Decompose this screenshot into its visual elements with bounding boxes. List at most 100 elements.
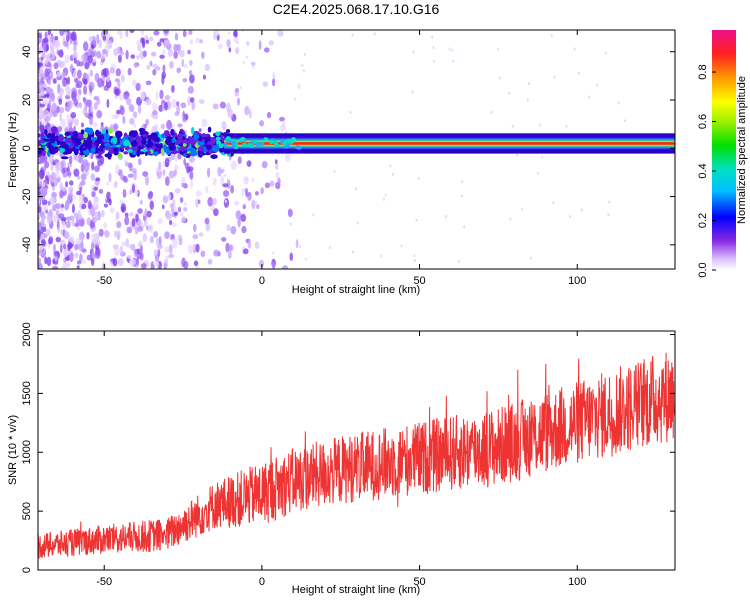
spectrogram-cell bbox=[124, 212, 129, 217]
spectrogram-cell bbox=[46, 256, 52, 267]
spectrogram-cell bbox=[217, 166, 222, 177]
spectrogram-cell bbox=[100, 209, 105, 218]
spectrogram-cell bbox=[50, 162, 54, 172]
spectrogram-cell bbox=[160, 123, 165, 130]
spectrogram-cell bbox=[52, 78, 57, 84]
spectrogram-cell bbox=[180, 211, 184, 217]
spectrogram-cell bbox=[115, 164, 120, 175]
spectrogram-cell bbox=[118, 94, 124, 101]
spectrogram-cell bbox=[278, 116, 285, 122]
spectrogram-cell bbox=[197, 199, 201, 204]
spectrogram-cell bbox=[228, 244, 234, 252]
spectrogram-cell bbox=[530, 256, 533, 260]
spectrogram-cell bbox=[271, 78, 276, 87]
spectrogram-cell bbox=[274, 143, 280, 148]
spectrogram-cell bbox=[157, 249, 161, 257]
spectrogram-cell bbox=[60, 141, 67, 149]
spectrogram-cell bbox=[131, 79, 137, 87]
spectrogram-cell bbox=[211, 144, 220, 153]
spectrogram-cell bbox=[152, 110, 158, 116]
spectrogram-cell bbox=[95, 139, 100, 146]
spectrogram-cell bbox=[60, 87, 65, 95]
spectrogram-cell bbox=[215, 131, 221, 137]
spectrogram-cell bbox=[102, 48, 107, 55]
spectrogram-cell bbox=[176, 67, 182, 74]
spectrogram-cell bbox=[40, 233, 45, 240]
spectrogram-cell bbox=[44, 93, 50, 98]
spectrogram-cell bbox=[177, 123, 183, 128]
spectrogram-cell bbox=[538, 123, 541, 127]
spectrogram-cell bbox=[291, 137, 297, 142]
spectrogram-cell bbox=[156, 261, 160, 268]
spectrogram-cell bbox=[74, 118, 79, 127]
snr-y-tick-label: 1000 bbox=[21, 440, 33, 464]
spectrogram-cell bbox=[197, 150, 204, 155]
spectrogram-cell bbox=[49, 196, 55, 205]
spectrogram-cell bbox=[577, 71, 580, 75]
spectrogram-cell bbox=[128, 130, 137, 138]
spectrogram-cell bbox=[207, 258, 213, 265]
spectrogram-cell bbox=[145, 118, 149, 126]
spectrogram-cell bbox=[80, 163, 85, 173]
spectrogram-cell bbox=[142, 50, 147, 58]
spectrogram-x-tick-label: -50 bbox=[96, 275, 112, 287]
colorbar: 0.0 0.2 0.4 0.6 0.8 Normalized spectral ampl… bbox=[697, 30, 748, 278]
spectrogram-cell bbox=[43, 37, 49, 44]
spectrogram-cell bbox=[607, 213, 610, 217]
spectrogram-cell bbox=[169, 61, 174, 69]
spectrogram-cell bbox=[159, 38, 166, 43]
spectrogram-cell bbox=[49, 153, 54, 163]
spectrogram-cell bbox=[91, 191, 96, 198]
spectrogram-cell bbox=[77, 175, 81, 180]
spectrogram-cell bbox=[80, 129, 85, 135]
snr-y-axis: 0 500 1000 1500 2000 bbox=[21, 322, 675, 573]
spectrogram-cell bbox=[73, 140, 82, 146]
spectrogram-cell bbox=[226, 178, 229, 182]
spectrogram-cell bbox=[108, 172, 112, 183]
spectrogram-cell bbox=[298, 245, 301, 249]
spectrogram-cell bbox=[150, 136, 159, 140]
spectrogram-cell bbox=[96, 155, 103, 159]
spectrogram-cell bbox=[90, 137, 98, 141]
spectrogram-cell bbox=[234, 47, 240, 55]
spectrogram-cell bbox=[56, 105, 60, 114]
spectrogram-cell bbox=[57, 49, 64, 57]
spectrogram-cell bbox=[156, 41, 162, 47]
spectrogram-cell bbox=[451, 48, 454, 52]
spectrogram-cell bbox=[413, 254, 416, 258]
spectrogram-cell bbox=[147, 192, 153, 200]
spectrogram-cell bbox=[509, 217, 512, 221]
spectrogram-cell bbox=[218, 144, 224, 149]
spectrogram-cell bbox=[144, 151, 148, 156]
spectrogram-cell bbox=[122, 188, 127, 198]
spectrogram-cell bbox=[138, 240, 144, 245]
spectrogram-cell bbox=[147, 224, 154, 233]
spectrogram-cell bbox=[173, 169, 178, 176]
spectrogram-cell bbox=[53, 196, 57, 204]
spectrogram-cell bbox=[117, 78, 121, 89]
spectrogram-cell bbox=[177, 133, 184, 141]
spectrogram-cell bbox=[328, 246, 331, 250]
spectrogram-cell bbox=[89, 116, 94, 126]
spectrogram-cell bbox=[269, 180, 275, 187]
spectrogram-cell bbox=[44, 175, 49, 181]
spectrogram-cell bbox=[222, 142, 228, 147]
spectrogram-cell bbox=[182, 30, 187, 38]
spectrogram-cell bbox=[72, 72, 76, 78]
spectrogram-cell bbox=[163, 259, 169, 269]
spectrogram-cell bbox=[38, 199, 41, 205]
spectrogram-cell bbox=[124, 162, 131, 167]
spectrogram-cell bbox=[53, 251, 60, 257]
spectrogram-cell bbox=[70, 112, 77, 119]
spectrogram-cell bbox=[179, 49, 185, 58]
spectrogram-cell bbox=[91, 250, 95, 260]
spectrogram-cell bbox=[174, 32, 179, 41]
spectrogram-cell bbox=[166, 212, 172, 221]
spectrogram-cell bbox=[136, 55, 140, 60]
spectrogram-cell bbox=[92, 122, 98, 128]
spectrogram-cell bbox=[272, 262, 276, 269]
spectrogram-cell bbox=[373, 32, 376, 36]
spectrogram-cell bbox=[112, 136, 118, 145]
spectrogram-cell bbox=[183, 158, 186, 166]
spectrogram-cell bbox=[129, 104, 135, 113]
